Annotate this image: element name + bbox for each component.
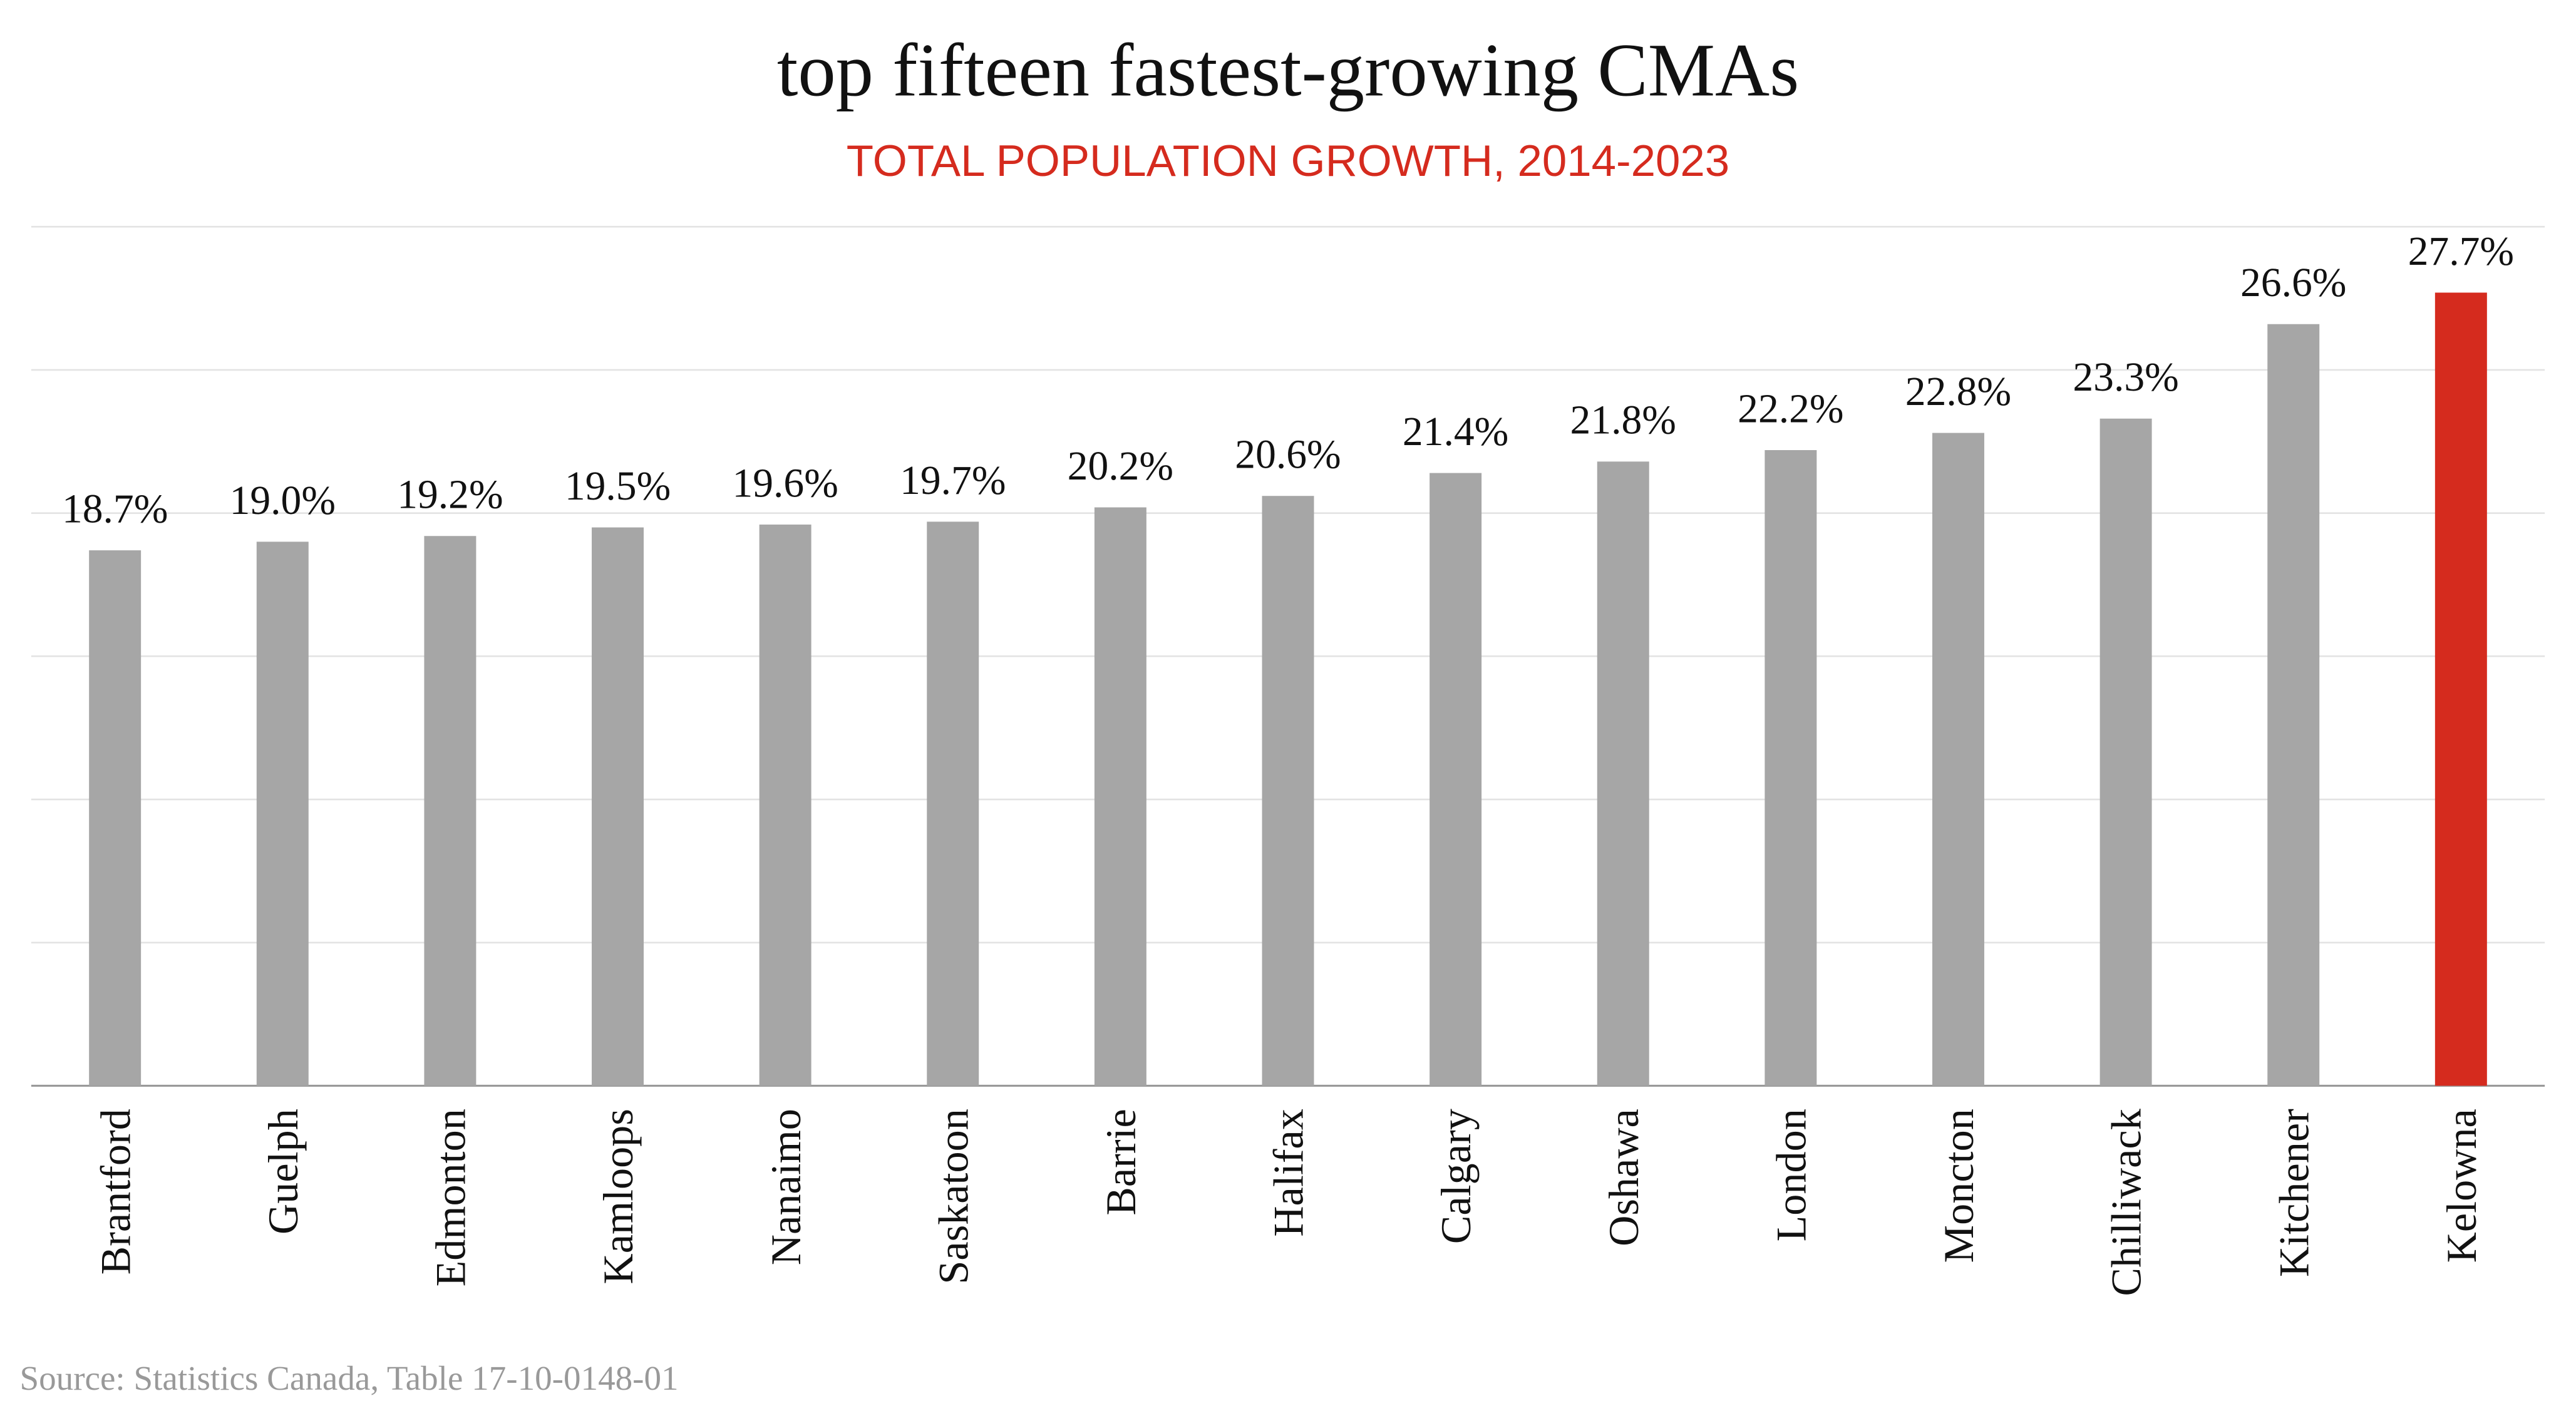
x-tick-label: Kitchener xyxy=(2270,1109,2317,1277)
x-tick-label: Saskatoon xyxy=(929,1109,977,1284)
x-tick-label: Kelowna xyxy=(2438,1109,2485,1263)
bar xyxy=(2099,418,2152,1086)
source-note: Source: Statistics Canada, Table 17-10-0… xyxy=(19,1359,678,1397)
x-tick-label: Chilliwack xyxy=(2103,1108,2150,1296)
chart-title: top fifteen fastest-growing CMAs xyxy=(777,28,1799,112)
x-tick-label: Edmonton xyxy=(427,1109,475,1286)
bar xyxy=(759,524,811,1086)
x-tick-label: Kamloops xyxy=(594,1109,642,1284)
bar xyxy=(1430,473,1482,1086)
value-label: 18.7% xyxy=(62,487,168,532)
value-label: 19.6% xyxy=(732,461,838,506)
bar xyxy=(89,550,142,1086)
x-tick-label: Calgary xyxy=(1432,1109,1480,1244)
value-label: 19.0% xyxy=(230,478,336,523)
value-label: 27.7% xyxy=(2408,229,2514,274)
value-label: 22.2% xyxy=(1738,386,1843,431)
bar xyxy=(927,521,979,1086)
x-tick-label: Brantford xyxy=(91,1109,139,1275)
value-label: 22.8% xyxy=(1905,369,2011,414)
value-label: 21.4% xyxy=(1403,409,1508,454)
bar xyxy=(256,541,309,1086)
value-label: 19.2% xyxy=(397,473,503,518)
chart-subtitle: TOTAL POPULATION GROWTH, 2014-2023 xyxy=(847,136,1729,186)
bar xyxy=(424,536,477,1086)
x-tick-label: Barrie xyxy=(1097,1109,1145,1215)
value-label: 19.7% xyxy=(900,458,1006,503)
x-tick-label: Moncton xyxy=(1935,1109,1982,1263)
bar xyxy=(1932,433,1984,1086)
bar xyxy=(1597,461,1649,1086)
bar xyxy=(1262,496,1314,1086)
x-tick-label: Guelph xyxy=(259,1109,307,1234)
bar xyxy=(1094,507,1146,1086)
bar xyxy=(592,527,644,1086)
value-label: 21.8% xyxy=(1570,398,1676,443)
bar xyxy=(1765,450,1817,1086)
bar xyxy=(2267,324,2320,1086)
value-label: 19.5% xyxy=(565,464,671,509)
value-label: 23.3% xyxy=(2073,355,2178,400)
x-tick-label: Oshawa xyxy=(1600,1109,1647,1246)
value-label: 20.2% xyxy=(1068,444,1173,489)
x-tick-label: London xyxy=(1767,1109,1815,1241)
bar xyxy=(2434,292,2487,1086)
value-label: 20.6% xyxy=(1235,433,1341,478)
x-tick-label: Halifax xyxy=(1265,1109,1312,1237)
value-label: 26.6% xyxy=(2240,260,2346,305)
x-tick-label: Nanaimo xyxy=(762,1109,810,1265)
